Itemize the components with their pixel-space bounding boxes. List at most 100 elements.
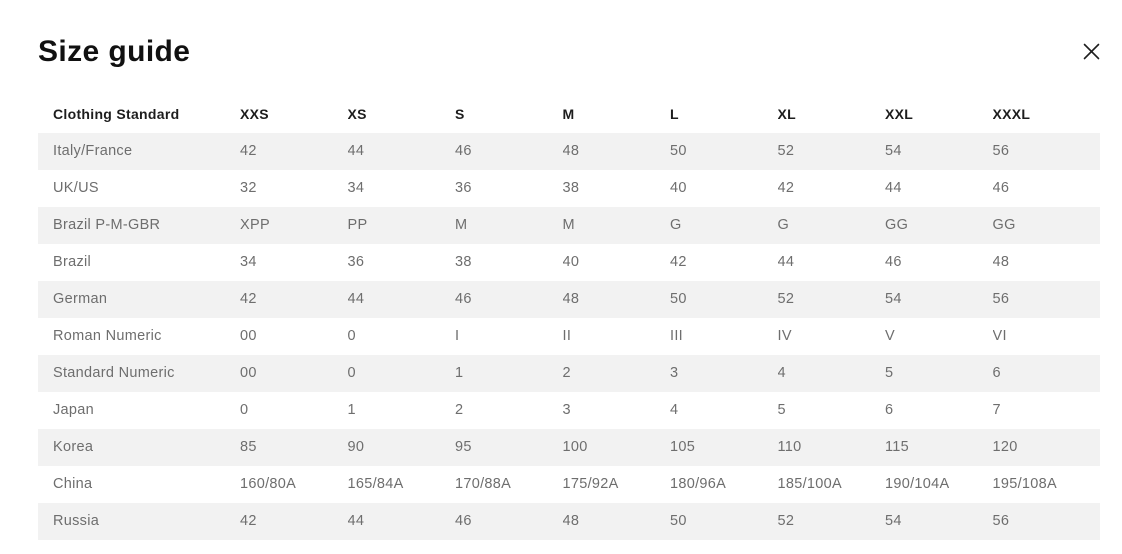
size-cell: 120 — [992, 439, 1018, 455]
size-cell: 34 — [347, 180, 365, 196]
size-cell: VI — [992, 328, 1007, 344]
column-header-size: XXXL — [992, 106, 1031, 122]
size-cell: 42 — [777, 180, 795, 196]
size-cell: 42 — [240, 291, 257, 307]
size-cell: 34 — [240, 254, 257, 270]
row-label: Russia — [53, 513, 100, 529]
table-row: Standard Numeric 00 0 1 2 3 4 5 6 — [38, 354, 1100, 392]
size-cell: 160/80A — [240, 476, 297, 492]
size-cell: 48 — [562, 513, 580, 529]
size-cell: 46 — [992, 180, 1010, 196]
size-cell: 44 — [777, 254, 795, 270]
size-cell: 1 — [347, 402, 356, 418]
size-cell: 56 — [992, 513, 1010, 529]
size-cell: 00 — [240, 365, 257, 381]
size-cell: 42 — [670, 254, 687, 270]
size-cell: 5 — [885, 365, 894, 381]
table-row: Russia 42 44 46 48 50 52 54 56 — [38, 502, 1100, 540]
close-icon — [1083, 43, 1100, 60]
size-cell: 44 — [347, 291, 365, 307]
size-cell: 3 — [670, 365, 679, 381]
size-cell: 32 — [240, 180, 257, 196]
size-cell: 36 — [347, 254, 365, 270]
table-row: Italy/France 42 44 46 48 50 52 54 56 — [38, 132, 1100, 170]
size-cell: 54 — [885, 291, 902, 307]
size-cell: G — [777, 217, 790, 233]
size-cell: 56 — [992, 291, 1010, 307]
size-cell: 52 — [777, 291, 795, 307]
row-label: Roman Numeric — [53, 328, 162, 344]
size-cell: 50 — [670, 143, 687, 159]
size-cell: 50 — [670, 513, 687, 529]
size-cell: IV — [777, 328, 792, 344]
table-row: Brazil 34 36 38 40 42 44 46 48 — [38, 244, 1100, 281]
size-cell: 40 — [562, 254, 580, 270]
size-cell: 46 — [455, 513, 472, 529]
size-cell: 0 — [347, 328, 356, 344]
table-row: UK/US 32 34 36 38 40 42 44 46 — [38, 170, 1100, 207]
size-cell: 46 — [885, 254, 902, 270]
size-cell: 00 — [240, 328, 257, 344]
size-table-head-row: Clothing Standard XXS XS S M L XL XXL XXXL — [38, 96, 1100, 133]
size-cell: 42 — [240, 143, 257, 159]
size-cell: GG — [885, 217, 909, 233]
size-cell: 90 — [347, 439, 365, 455]
size-cell: 100 — [562, 439, 588, 455]
size-cell: 175/92A — [562, 476, 619, 492]
size-cell: 1 — [455, 365, 464, 381]
size-cell: 56 — [992, 143, 1010, 159]
size-cell: 44 — [347, 513, 365, 529]
table-row: Japan 0 1 2 3 4 5 6 7 — [38, 392, 1100, 429]
size-table-body: Italy/France 42 44 46 48 50 52 54 56 UK/US 32 34 36 3… — [38, 132, 1100, 540]
row-label: Brazil P-M-GBR — [53, 217, 161, 233]
size-guide-table: Clothing Standard XXS XS S M L XL XXL XXXL Italy… — [38, 96, 1100, 540]
row-label: Standard Numeric — [53, 365, 175, 381]
size-cell: 54 — [885, 513, 902, 529]
row-label: China — [53, 476, 93, 492]
size-cell: 85 — [240, 439, 257, 455]
size-cell: 7 — [992, 402, 1001, 418]
size-cell: 95 — [455, 439, 472, 455]
size-cell: I — [455, 328, 460, 344]
size-cell: 5 — [777, 402, 786, 418]
size-cell: 105 — [670, 439, 696, 455]
size-cell: 48 — [562, 143, 580, 159]
size-cell: 165/84A — [347, 476, 404, 492]
size-cell: G — [670, 217, 682, 233]
size-cell: III — [670, 328, 683, 344]
size-cell: 6 — [992, 365, 1001, 381]
size-cell: 170/88A — [455, 476, 512, 492]
size-cell: 48 — [992, 254, 1010, 270]
column-header-size: XXL — [885, 106, 914, 122]
size-cell: 180/96A — [670, 476, 727, 492]
size-cell: 50 — [670, 291, 687, 307]
size-cell: 4 — [670, 402, 679, 418]
size-cell: 48 — [562, 291, 580, 307]
row-label: German — [53, 291, 108, 307]
table-row: German 42 44 46 48 50 52 54 56 — [38, 280, 1100, 318]
size-cell: 46 — [455, 291, 472, 307]
size-cell: 115 — [885, 439, 910, 455]
size-cell: 54 — [885, 143, 902, 159]
column-header-size: L — [670, 106, 679, 122]
table-row: Brazil P-M-GBR XPP PP M M G G GG GG — [38, 206, 1100, 244]
table-row: Korea 85 90 95 100 105 110 115 120 — [38, 428, 1100, 466]
size-cell: 3 — [562, 402, 571, 418]
size-cell: 42 — [240, 513, 257, 529]
close-button[interactable] — [1078, 38, 1104, 64]
size-cell: 44 — [885, 180, 902, 196]
size-cell: GG — [992, 217, 1016, 233]
size-cell: 36 — [455, 180, 472, 196]
row-label: Brazil — [53, 254, 92, 270]
row-label: Italy/France — [53, 143, 133, 159]
size-cell: 4 — [777, 365, 786, 381]
size-cell: M — [562, 217, 575, 233]
size-cell: 46 — [455, 143, 472, 159]
row-label: UK/US — [53, 180, 99, 196]
size-cell: 52 — [777, 513, 795, 529]
size-cell: 38 — [455, 254, 472, 270]
row-label: Korea — [53, 439, 94, 455]
size-cell: 6 — [885, 402, 894, 418]
size-cell: 40 — [670, 180, 687, 196]
